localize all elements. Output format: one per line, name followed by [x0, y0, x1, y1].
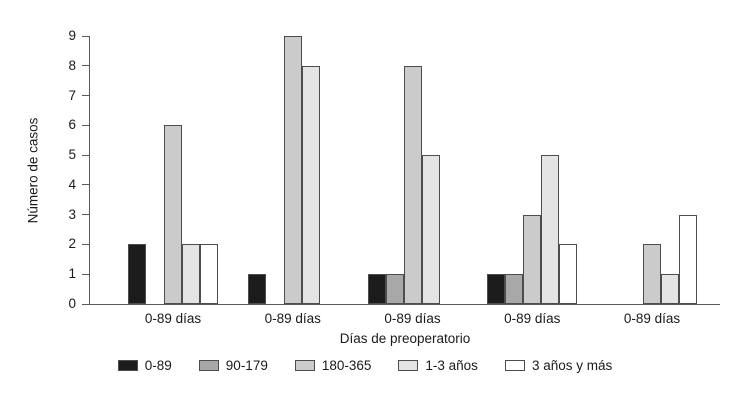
bar-1-3-años	[301, 65, 320, 304]
legend-label: 1-3 años	[425, 358, 478, 373]
legend-label: 180-365	[321, 358, 372, 373]
legend-swatch-icon	[198, 360, 219, 371]
y-tick-label: 7	[68, 87, 76, 103]
bar-90-179	[505, 274, 524, 304]
y-tick-label: 1	[68, 266, 76, 282]
bar-3-años-y-más	[679, 214, 697, 304]
bar-1-3-años	[182, 244, 200, 304]
legend-item: 3 años y más	[504, 358, 613, 373]
y-tick-label: 2	[68, 236, 76, 252]
legend-item: 0-89	[117, 358, 172, 373]
x-axis	[89, 304, 720, 305]
y-tick-label: 6	[68, 117, 76, 133]
y-axis-tick	[82, 124, 89, 126]
y-axis-tick	[82, 273, 89, 275]
x-group-label: 0-89 días	[384, 311, 441, 326]
legend-item: 1-3 años	[398, 358, 478, 373]
legend-item: 180-365	[294, 358, 372, 373]
legend-swatch-icon	[117, 360, 138, 371]
y-axis-tick	[82, 65, 89, 67]
bar-0-89	[367, 274, 386, 304]
bar-1-3-años	[541, 155, 560, 304]
legend-swatch-icon	[504, 360, 525, 371]
bar-0-89	[128, 244, 146, 304]
bar-1-3-años	[421, 155, 440, 304]
legend-label: 0-89	[144, 358, 172, 373]
bar-180-365	[403, 65, 422, 304]
y-tick-label: 9	[68, 28, 76, 43]
bar-180-365	[523, 214, 542, 304]
legend: 0-89 90-179 180-365 1-3 años 3 años y más	[0, 358, 730, 373]
legend-swatch-icon	[398, 360, 419, 371]
y-axis-tick	[82, 35, 89, 37]
x-axis-title: Días de preoperatorio	[339, 331, 471, 346]
legend-label: 90-179	[225, 358, 268, 373]
legend-label: 3 años y más	[531, 358, 613, 373]
bar-90-179	[385, 274, 404, 304]
bar-180-365	[643, 244, 661, 304]
y-tick-label: 8	[68, 57, 76, 73]
y-axis	[89, 36, 90, 304]
y-axis-tick	[82, 184, 89, 186]
legend-swatch-icon	[294, 360, 315, 371]
bar-180-365	[164, 125, 182, 304]
x-group-label: 0-89 días	[504, 311, 561, 326]
y-axis-tick	[82, 154, 89, 156]
y-axis-tick	[82, 95, 89, 97]
y-axis-tick	[82, 214, 89, 216]
bar-0-89	[487, 274, 506, 304]
y-tick-label: 0	[68, 296, 76, 311]
y-axis-tick	[82, 303, 89, 305]
y-tick-label: 3	[68, 206, 76, 222]
y-tick-label: 4	[68, 176, 76, 192]
y-axis-title: Número de casos	[25, 117, 41, 224]
x-group-label: 0-89 días	[144, 311, 202, 326]
x-group-label: 0-89 días	[623, 311, 681, 326]
bar-0-89	[247, 274, 266, 304]
y-axis-tick	[82, 243, 89, 245]
bar-3-años-y-más	[559, 244, 578, 304]
bar-180-365	[283, 36, 302, 304]
plot-area: 0 1 2 3 4 5 6 7 8 9 0-89 días 0-89 días 0-89 días 0-8…	[68, 28, 720, 326]
bar-1-3-años	[661, 274, 679, 304]
y-tick-label: 5	[68, 147, 76, 163]
x-group-label: 0-89 días	[264, 311, 321, 326]
bar-3-años-y-más	[200, 244, 218, 304]
legend-item: 90-179	[198, 358, 268, 373]
